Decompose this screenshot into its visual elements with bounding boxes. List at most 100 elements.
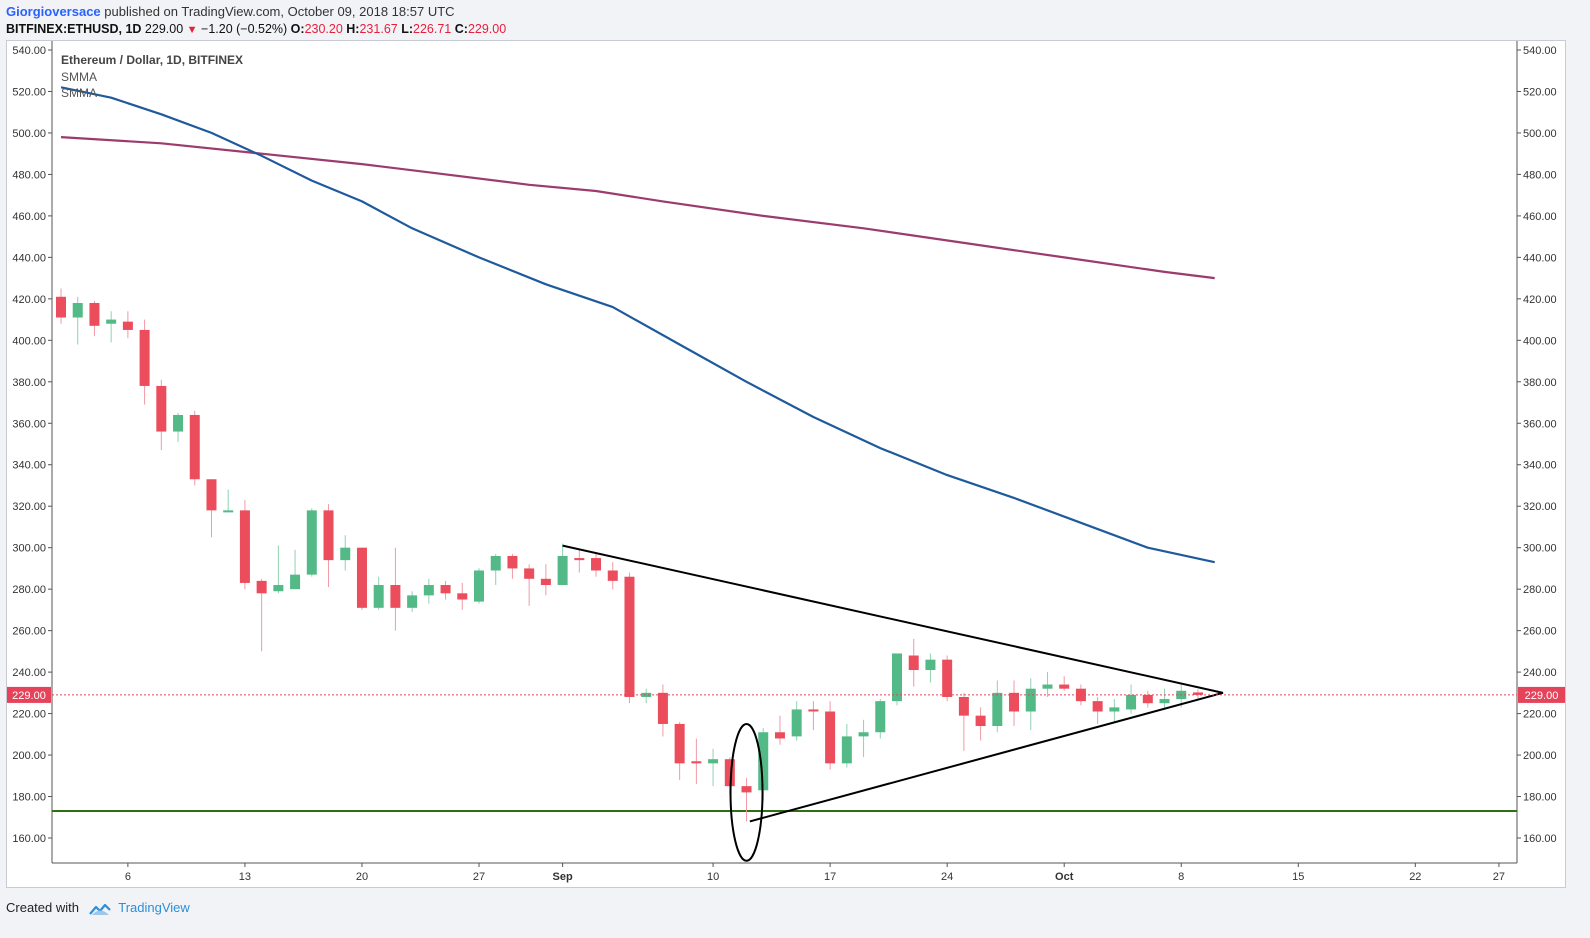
y-tick-label-right: 440.00 (1523, 252, 1557, 264)
candle-up (1109, 707, 1120, 712)
y-tick-label-left: 260.00 (12, 626, 46, 638)
candle-down (540, 578, 551, 586)
price-chart[interactable]: 540.00 540.00 520.00 520.00 500.00 500.00 480.… (7, 41, 1565, 887)
candle-down (574, 558, 585, 561)
candle-down (356, 547, 367, 608)
y-tick-label-left: 240.00 (12, 667, 46, 679)
candle-down (825, 711, 836, 764)
y-tick-label-left: 500.00 (12, 128, 46, 140)
legend-indicator-smma-1[interactable]: SMMA (61, 70, 97, 84)
last-price-label-right: 229.00 (1525, 690, 1559, 702)
candle-up (223, 510, 234, 513)
x-tick-label: Sep (553, 871, 573, 883)
tradingview-logo-icon (88, 903, 111, 915)
candle-down (440, 585, 451, 594)
candle-down (958, 696, 969, 716)
last-price-label-left: 229.00 (12, 690, 46, 702)
legend-indicator-smma-2[interactable]: SMMA (61, 86, 97, 100)
candle-up (1042, 684, 1053, 689)
candle-down (122, 321, 133, 330)
candle-up (992, 692, 1003, 727)
last-price: 229.00 (144, 22, 184, 36)
candle-down (156, 385, 167, 432)
candle-up (474, 570, 484, 602)
candle-down (942, 659, 953, 697)
candle-down (607, 570, 618, 581)
candle-down (691, 761, 702, 764)
chart-legend-title: Ethereum / Dollar, 1D, BITFINEX (61, 53, 244, 67)
x-tick-label: 6 (125, 871, 131, 883)
candle-up (407, 595, 418, 608)
candle-down (724, 759, 735, 787)
candle-up (892, 653, 902, 702)
x-tick-label: 15 (1292, 871, 1304, 883)
y-tick-label-right: 240.00 (1523, 667, 1557, 679)
high-label: H: (346, 22, 360, 36)
y-tick-label-right: 500.00 (1523, 128, 1557, 140)
smma-fast-line (60, 86, 1215, 564)
y-tick-label-left: 460.00 (12, 211, 46, 223)
x-tick-label: 8 (1178, 871, 1184, 883)
open-value: 230.20 (304, 22, 343, 36)
y-tick-label-right: 540.00 (1523, 45, 1557, 57)
candle-down (89, 302, 100, 326)
candle-down (1192, 692, 1203, 695)
candle-down (524, 568, 535, 579)
y-tick-label-left: 540.00 (12, 45, 46, 57)
candle-down (139, 329, 150, 386)
candle-down (206, 479, 217, 511)
y-tick-label-left: 440.00 (12, 252, 46, 264)
price-change: −1.20 (−0.52%) (201, 22, 288, 36)
candle-up (925, 659, 936, 671)
candle-down (256, 580, 267, 594)
y-tick-label-left: 180.00 (12, 792, 46, 804)
symbol-label: BITFINEX:ETHUSD, 1D (6, 22, 142, 36)
trend-line-lower (749, 691, 1224, 823)
y-tick-label-left: 340.00 (12, 460, 46, 472)
y-tick-label-right: 220.00 (1523, 709, 1557, 721)
x-tick-label: 17 (824, 871, 836, 883)
candle-down (774, 732, 785, 739)
x-tick-label: 13 (239, 871, 251, 883)
chart-frame[interactable]: 540.00 540.00 520.00 520.00 500.00 500.00 480.… (6, 40, 1566, 888)
candle-down (674, 723, 685, 764)
candle-up (791, 709, 802, 737)
y-tick-label-right: 480.00 (1523, 169, 1557, 181)
candle-up (708, 759, 719, 764)
y-tick-label-right: 520.00 (1523, 86, 1557, 98)
y-tick-label-right: 380.00 (1523, 377, 1557, 389)
candle-down (1009, 692, 1020, 712)
y-tick-label-right: 320.00 (1523, 501, 1557, 513)
candle-down (323, 510, 334, 561)
y-tick-label-right: 200.00 (1523, 750, 1557, 762)
author-name[interactable]: Giorgioversace (6, 4, 101, 19)
footer: Created with TradingView (6, 900, 190, 916)
low-value: 226.71 (413, 22, 452, 36)
created-with-text: Created with (6, 900, 79, 915)
y-tick-label-left: 520.00 (12, 86, 46, 98)
x-tick-label: 20 (356, 871, 368, 883)
x-tick-label: 10 (707, 871, 719, 883)
candle-up (858, 732, 869, 737)
candle-up (173, 414, 184, 432)
y-tick-label-right: 340.00 (1523, 460, 1557, 472)
candle-up (1025, 688, 1036, 712)
symbol-info-bar: BITFINEX:ETHUSD, 1D 229.00 ▼ −1.20 (−0.5… (6, 22, 506, 36)
candle-down (189, 414, 200, 480)
y-tick-label-left: 280.00 (12, 584, 46, 596)
candle-up (340, 547, 351, 561)
y-tick-label-right: 360.00 (1523, 418, 1557, 430)
candle-down (507, 555, 518, 569)
y-tick-label-right: 400.00 (1523, 335, 1557, 347)
candle-down (591, 558, 602, 571)
tradingview-link[interactable]: TradingView (118, 900, 190, 915)
low-label: L: (401, 22, 414, 36)
candle-down (1059, 684, 1070, 689)
x-tick-label: 24 (941, 871, 953, 883)
candle-up (1159, 699, 1170, 704)
last-price-tag-left (7, 686, 51, 703)
candle-up (373, 585, 384, 608)
candle-down (457, 593, 468, 600)
candle-down (657, 692, 668, 724)
x-tick-label: 27 (1493, 871, 1505, 883)
